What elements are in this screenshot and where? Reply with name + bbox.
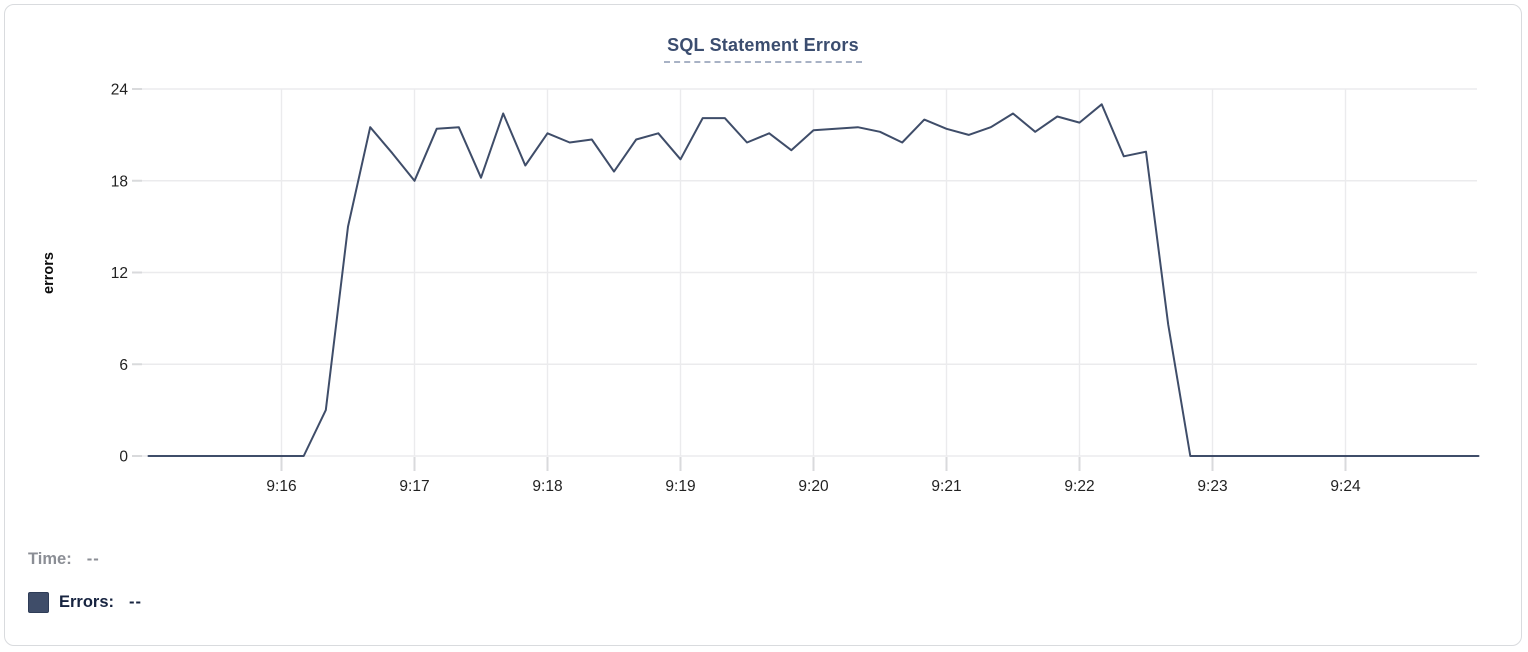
- y-tick-label: 12: [111, 265, 128, 282]
- x-tick-label: 9:20: [798, 478, 829, 495]
- legend-errors-row[interactable]: Errors: --: [28, 591, 142, 613]
- y-axis-label: errors: [41, 252, 57, 294]
- legend-errors-label: Errors:: [59, 592, 115, 611]
- x-tick-label: 9:22: [1064, 478, 1094, 495]
- x-tick-label: 9:23: [1197, 478, 1227, 495]
- chart-legend: Time: -- Errors: --: [28, 548, 142, 634]
- errors-series-swatch-icon: [28, 591, 49, 613]
- x-tick-label: 9:24: [1330, 478, 1361, 495]
- x-tick-label: 9:19: [665, 478, 695, 495]
- y-tick-label: 0: [119, 449, 128, 466]
- legend-time-label: Time:: [28, 549, 72, 568]
- chart-title[interactable]: SQL Statement Errors: [664, 35, 862, 63]
- legend-time-row: Time: --: [28, 548, 142, 570]
- x-tick-label: 9:21: [931, 478, 961, 495]
- x-tick-label: 9:18: [532, 478, 562, 495]
- errors-chart[interactable]: 0 6 12 18 24 9:16 9:17 9:18 9:19 9:20 9:21 9:22 9:23…: [5, 5, 1528, 510]
- chart-card: SQL Statement Errors 0 6 12 18 24 9:16 9:17 9:1…: [4, 4, 1522, 646]
- y-tick-label: 18: [111, 173, 128, 190]
- legend-errors-value: --: [129, 592, 143, 611]
- chart-title-row: SQL Statement Errors: [5, 35, 1521, 63]
- x-tick-label: 9:17: [399, 478, 429, 495]
- errors-line-series: [147, 103, 1480, 457]
- y-tick-label: 6: [119, 357, 128, 374]
- y-tick-label: 24: [111, 82, 129, 99]
- legend-time-value: --: [86, 549, 100, 568]
- x-tick-label: 9:16: [266, 478, 296, 495]
